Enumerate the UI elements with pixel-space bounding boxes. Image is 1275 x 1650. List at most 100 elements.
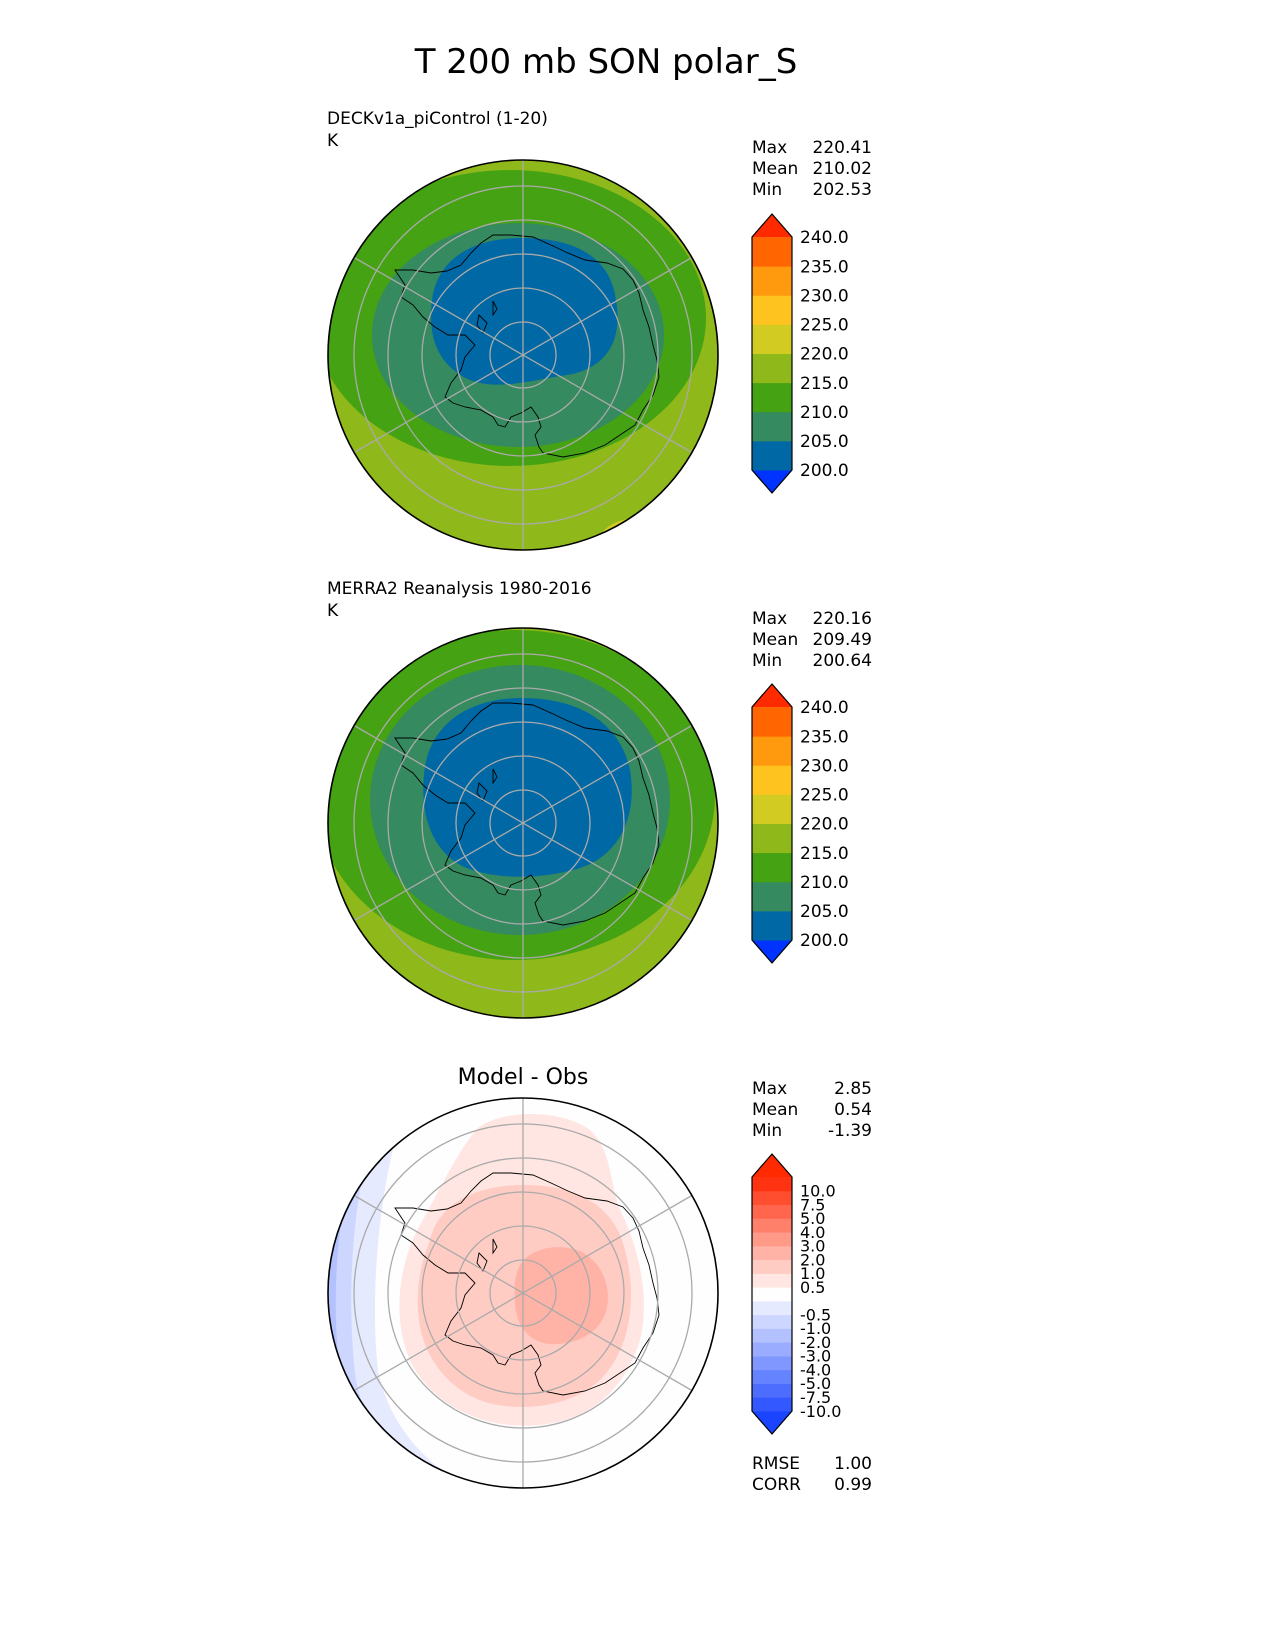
colorbar-segment [752, 382, 792, 413]
field-level-220-225 [603, 994, 687, 1018]
map-boundary [327, 627, 719, 1019]
colorbar-segment [752, 1218, 792, 1233]
colorbar-tick-label: -5.0 [800, 1374, 831, 1393]
colorbar-segment [752, 1369, 792, 1384]
colorbar-segment [752, 736, 792, 766]
polar-map [328, 160, 718, 550]
stat-mean-value: 0.54 [834, 1100, 872, 1120]
colorbar-segment [752, 266, 792, 296]
colorbar-tick-label: 215.0 [800, 374, 849, 394]
map-boundary [327, 159, 719, 551]
stat-mean-value: 209.49 [813, 630, 872, 650]
stat-min-value: 202.53 [813, 180, 872, 200]
colorbar-tick-label: 205.0 [800, 432, 849, 452]
colorbar: 200.0 205.0 210.0 215.0 220.0 225.0 230.0 235.0… [751, 683, 849, 964]
colorbar-segment [752, 1245, 792, 1261]
colorbar-extend-top [752, 1154, 792, 1177]
field-level-200-205 [431, 238, 618, 385]
stat-mean-label: Mean [752, 630, 798, 650]
colorbar-segment [752, 1355, 792, 1371]
colorbar-outline [751, 683, 793, 964]
colorbar-segment [752, 1314, 792, 1329]
colorbar-tick-label: 220.0 [800, 815, 849, 835]
colorbar-tick-label: 220.0 [800, 345, 849, 365]
colorbar-tick-label: -4.0 [800, 1360, 831, 1379]
stat-max-label: Max [752, 138, 787, 158]
stat-mean-value: 210.02 [813, 159, 872, 179]
polar-map [328, 628, 718, 1018]
colorbar-extend-bottom [752, 1411, 792, 1434]
colorbar-tick-label: 7.5 [800, 1195, 825, 1214]
panel-obs: MERRA2 Reanalysis 1980-2016 K Max 220.16… [327, 579, 872, 1019]
colorbar-segment [752, 1397, 792, 1412]
colorbar-tick-label: 215.0 [800, 844, 849, 864]
metric-rmse-value: 1.00 [834, 1454, 872, 1474]
colorbar-tick-label: 235.0 [800, 727, 849, 747]
colorbar-segment [752, 1287, 792, 1302]
colorbar-tick-label: 210.0 [800, 403, 849, 423]
stat-min-label: Min [752, 651, 782, 671]
colorbar-extend-top [752, 684, 792, 707]
colorbar-segment [752, 1204, 792, 1219]
panel-title: Model - Obs [458, 1065, 589, 1090]
panel-units: K [327, 601, 339, 621]
metric-rmse-label: RMSE [752, 1454, 800, 1474]
metric-corr-label: CORR [752, 1475, 801, 1495]
colorbar-tick-label: 235.0 [800, 257, 849, 277]
colorbar-extend-bottom [752, 940, 792, 963]
stat-min-value: -1.39 [828, 1121, 872, 1141]
stat-max-value: 220.41 [813, 138, 872, 158]
colorbar-extend-bottom [752, 470, 792, 493]
colorbar-tick-label: 225.0 [800, 316, 849, 336]
stat-max-value: 220.16 [813, 609, 872, 629]
colorbar-tick-label: -3.0 [800, 1347, 831, 1366]
colorbar-tick-label: -2.0 [800, 1333, 831, 1352]
polar-map [328, 1098, 718, 1488]
stats-box: Max 220.16 Mean 209.49 Min 200.64 [752, 609, 872, 671]
colorbar-tick-label: 0.5 [800, 1278, 825, 1297]
colorbar-segment [752, 1383, 792, 1398]
colorbar-segment [752, 765, 792, 795]
colorbar-segment [752, 324, 792, 355]
figure-title: T 200 mb SON polar_S [414, 42, 798, 82]
stats-box: Max 2.85 Mean 0.54 Min -1.39 [752, 1079, 872, 1141]
colorbar-segment [752, 1177, 792, 1192]
stat-min-label: Min [752, 180, 782, 200]
colorbar-segment [752, 852, 792, 883]
colorbar-segment [752, 440, 792, 471]
colorbar-segment [752, 910, 792, 941]
colorbar-tick-label: 230.0 [800, 756, 849, 776]
colorbar-tick-label: -1.0 [800, 1319, 831, 1338]
colorbar-segment [752, 1273, 792, 1288]
colorbar-extend-top [752, 214, 792, 237]
colorbar-tick-label: -7.5 [800, 1388, 831, 1407]
colorbar-tick-label: 3.0 [800, 1237, 825, 1256]
colorbar-tick-label: -0.5 [800, 1305, 831, 1324]
colorbar-tick-label: 225.0 [800, 786, 849, 806]
colorbar-segment [752, 1342, 792, 1357]
colorbar-segment [752, 295, 792, 325]
stat-max-label: Max [752, 609, 787, 629]
metrics-box: RMSE 1.00 CORR 0.99 [752, 1454, 872, 1495]
colorbar: -10.0-7.5-5.0-4.0-3.0-2.0-1.0-0.5 0.51.02… [751, 1153, 841, 1435]
colorbar-tick-label: 205.0 [800, 902, 849, 922]
colorbar-tick-label: 2.0 [800, 1250, 825, 1269]
stat-max-label: Max [752, 1079, 787, 1099]
colorbar-segment [752, 881, 792, 912]
colorbar-segment [752, 1190, 792, 1206]
colorbar-segment [752, 237, 792, 267]
colorbar-segment [752, 1328, 792, 1343]
colorbar-tick-label: 240.0 [800, 228, 849, 248]
panel-title-left: DECKv1a_piControl (1-20) [327, 109, 548, 129]
colorbar-tick-label: 210.0 [800, 873, 849, 893]
colorbar-tick-label: 4.0 [800, 1223, 825, 1242]
colorbar-tick-label: 5.0 [800, 1209, 825, 1228]
panel-diff: Model - Obs Max 2.85 Mean 0.54 Min -1.39… [327, 1065, 872, 1495]
field-level-200-205 [423, 698, 632, 877]
colorbar-segment [752, 1232, 792, 1247]
colorbar-tick-label: 1.0 [800, 1264, 825, 1283]
stat-max-value: 2.85 [834, 1079, 872, 1099]
colorbar-tick-label: 230.0 [800, 286, 849, 306]
colorbar-tick-label: -10.0 [800, 1402, 841, 1421]
